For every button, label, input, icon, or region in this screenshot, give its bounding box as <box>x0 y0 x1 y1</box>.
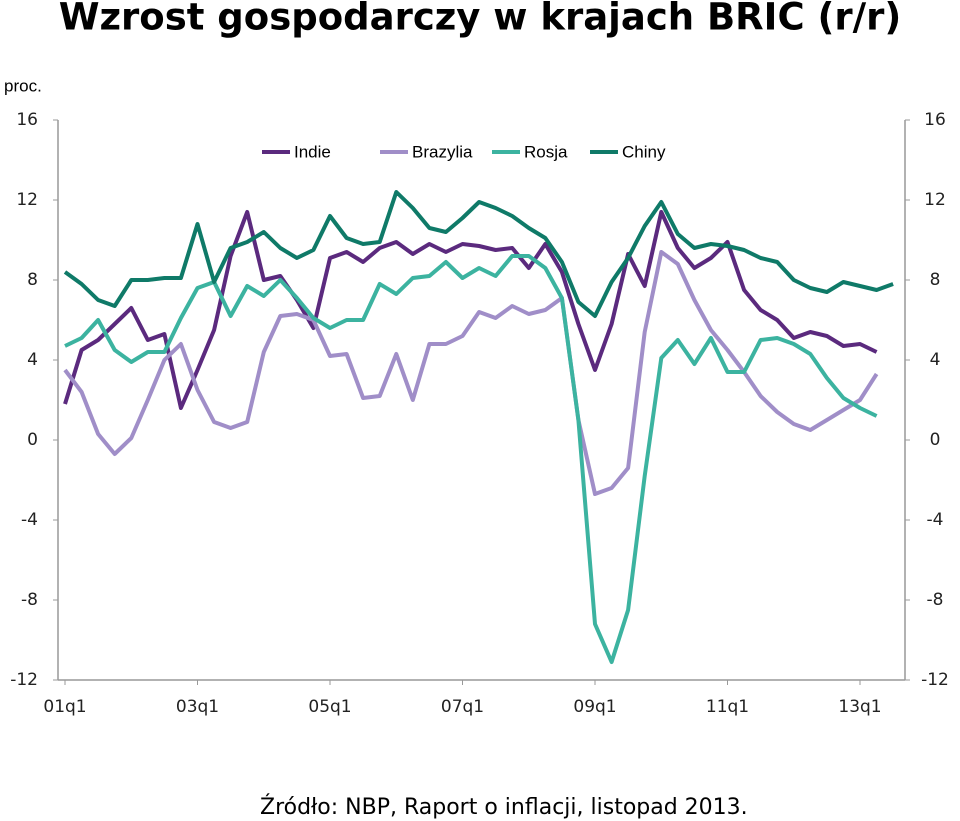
y-tick-label: 12 <box>16 190 38 210</box>
x-tick-label: 09q1 <box>573 697 616 717</box>
y-tick-label: 4 <box>27 350 38 370</box>
series-line <box>63 190 894 318</box>
y-tick-label: -8 <box>21 590 38 610</box>
x-tick-label: 11q1 <box>706 697 749 717</box>
y2-tick-label: 12 <box>924 190 946 210</box>
source: Źródło: NBP, Raport o inflacji, listopad… <box>260 794 748 820</box>
y2-tick-label: 8 <box>930 270 941 290</box>
x-tick-label: 13q1 <box>838 697 881 717</box>
legend-label: Rosja <box>524 142 568 161</box>
x-tick-label: 01q1 <box>43 697 86 717</box>
legend-label: Chiny <box>622 142 666 161</box>
y2-tick-label: -12 <box>921 670 949 690</box>
y2-tick-label: 4 <box>930 350 941 370</box>
y2-tick-label: -4 <box>927 510 944 530</box>
x-tick-label: 05q1 <box>308 697 351 717</box>
y-axis-label: proc. <box>4 76 42 95</box>
legend-label: Indie <box>294 142 331 161</box>
y2-tick-label: -8 <box>927 590 944 610</box>
series-line <box>63 210 878 410</box>
x-tick-label: 07q1 <box>441 697 484 717</box>
y-tick-label: 16 <box>16 110 38 130</box>
legend-label: Brazylia <box>412 142 473 161</box>
series-line <box>64 254 878 664</box>
y-tick-label: -12 <box>10 670 38 690</box>
y-tick-label: 8 <box>27 270 38 290</box>
y2-tick-label: 0 <box>930 430 941 450</box>
y2-tick-label: 16 <box>924 110 946 130</box>
x-tick-label: 03q1 <box>176 697 219 717</box>
y-tick-label: -4 <box>21 510 38 530</box>
y-tick-label: 0 <box>27 430 38 450</box>
series-line <box>63 250 879 496</box>
chart-title: Wzrost gospodarczy w krajach BRIC (r/r) <box>59 0 902 39</box>
